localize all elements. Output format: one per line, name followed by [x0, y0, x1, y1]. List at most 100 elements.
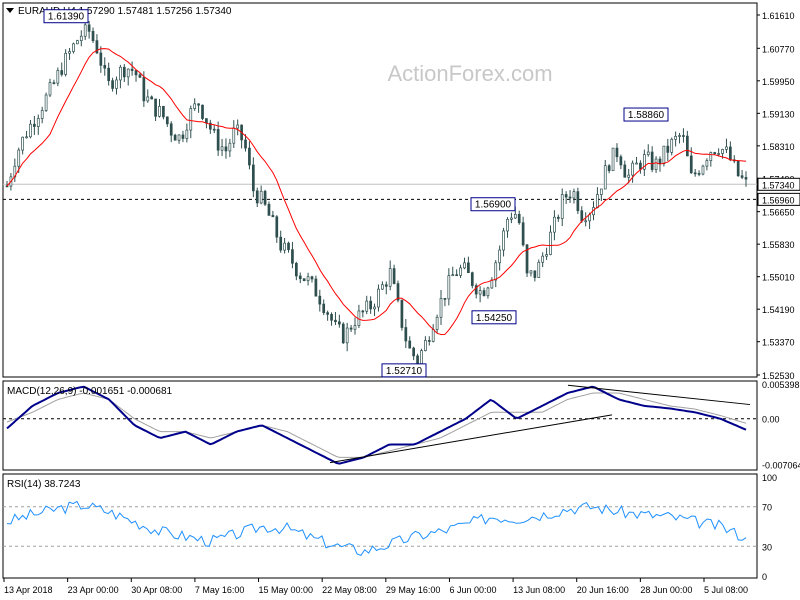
candle [470, 271, 474, 289]
candle [670, 137, 674, 156]
rsi-panel [2, 473, 758, 579]
candle [248, 141, 251, 170]
candle [447, 268, 451, 306]
candle [412, 346, 415, 361]
candle [576, 187, 580, 215]
rsi-tick-label: 0 [762, 572, 767, 582]
candle [482, 287, 486, 297]
macd-falling-trendline [567, 384, 751, 406]
candle [60, 62, 64, 77]
macd-axis: 0.005398 0.00 -0.007064 [762, 380, 800, 470]
macd-signal-line [6, 392, 747, 458]
rsi-tick-label: 30 [762, 542, 772, 552]
candle [584, 212, 588, 227]
candle [388, 260, 392, 291]
svg-text:1.56900: 1.56900 [475, 200, 512, 211]
candle [263, 189, 267, 206]
price-tick-label: 1.55830 [762, 240, 795, 250]
time-tick-label: 30 Apr 08:00 [131, 585, 182, 595]
candle [306, 272, 310, 286]
candle [33, 116, 36, 135]
macd-rising-trendline [329, 414, 613, 464]
candle [83, 21, 87, 41]
candle [130, 61, 134, 76]
candle [310, 275, 314, 283]
candle [154, 98, 157, 121]
candle [349, 324, 353, 333]
candle [173, 133, 177, 141]
rsi-axis: 100 70 30 0 [762, 473, 777, 582]
candle [685, 130, 689, 157]
candle [646, 144, 650, 157]
candle [302, 278, 306, 282]
candle [165, 116, 169, 127]
candle [314, 275, 318, 297]
candle [334, 311, 337, 326]
candle [396, 280, 400, 303]
macd-title: MACD(12,26,9) -0.001651 -0.000681 [7, 386, 173, 397]
candle [443, 298, 447, 307]
price-panel [2, 2, 758, 378]
candle [318, 289, 322, 312]
candle [341, 322, 345, 344]
candle [267, 201, 271, 216]
candle [275, 215, 279, 243]
candle [99, 46, 103, 73]
candle [76, 39, 79, 45]
candle [162, 105, 165, 120]
candle [271, 210, 275, 218]
candle [111, 77, 114, 92]
price-annotation: 1.56900 [470, 197, 516, 212]
candle [345, 322, 349, 352]
time-tick-label: 5 Jul 08:00 [704, 585, 748, 595]
candle [560, 188, 564, 227]
candle [169, 121, 173, 143]
candle [572, 188, 576, 204]
candle [467, 256, 470, 274]
candle [158, 98, 161, 118]
price-tick-label: 1.55010 [762, 273, 795, 283]
candle [521, 216, 525, 247]
candle [400, 299, 404, 331]
price-tick-label: 1.61610 [762, 11, 795, 21]
candle [541, 252, 545, 268]
candle [439, 290, 443, 325]
candle [201, 104, 204, 121]
candle [279, 230, 283, 253]
candle [361, 309, 365, 318]
candle [611, 147, 615, 172]
candle [291, 241, 294, 269]
candle [287, 241, 290, 253]
candle [236, 119, 240, 136]
candle [717, 148, 720, 157]
candle [338, 314, 341, 328]
current-price-box [757, 177, 800, 191]
candle [373, 303, 376, 317]
price-tick-label: 1.58310 [762, 142, 795, 152]
candle [517, 210, 521, 225]
candle [52, 79, 56, 85]
candle [381, 281, 384, 290]
current-price-label: 1.57340 [762, 180, 795, 190]
candle [353, 317, 357, 335]
candle [599, 188, 603, 202]
candle [298, 272, 302, 284]
rsi-tick-label: 70 [762, 503, 772, 513]
macd-line [6, 385, 747, 465]
dropdown-triangle-icon[interactable] [6, 8, 14, 13]
candle [150, 95, 154, 100]
candle [463, 257, 466, 270]
candle [568, 190, 572, 203]
candle [283, 237, 286, 254]
candle [330, 312, 333, 326]
candle [674, 131, 677, 147]
candle [64, 49, 68, 77]
candle [709, 151, 713, 167]
candle [510, 212, 513, 224]
candle [134, 69, 138, 82]
candle [193, 98, 197, 111]
candle [525, 243, 529, 277]
candle [392, 264, 396, 285]
time-tick-label: 20 Jun 16:00 [577, 585, 629, 595]
